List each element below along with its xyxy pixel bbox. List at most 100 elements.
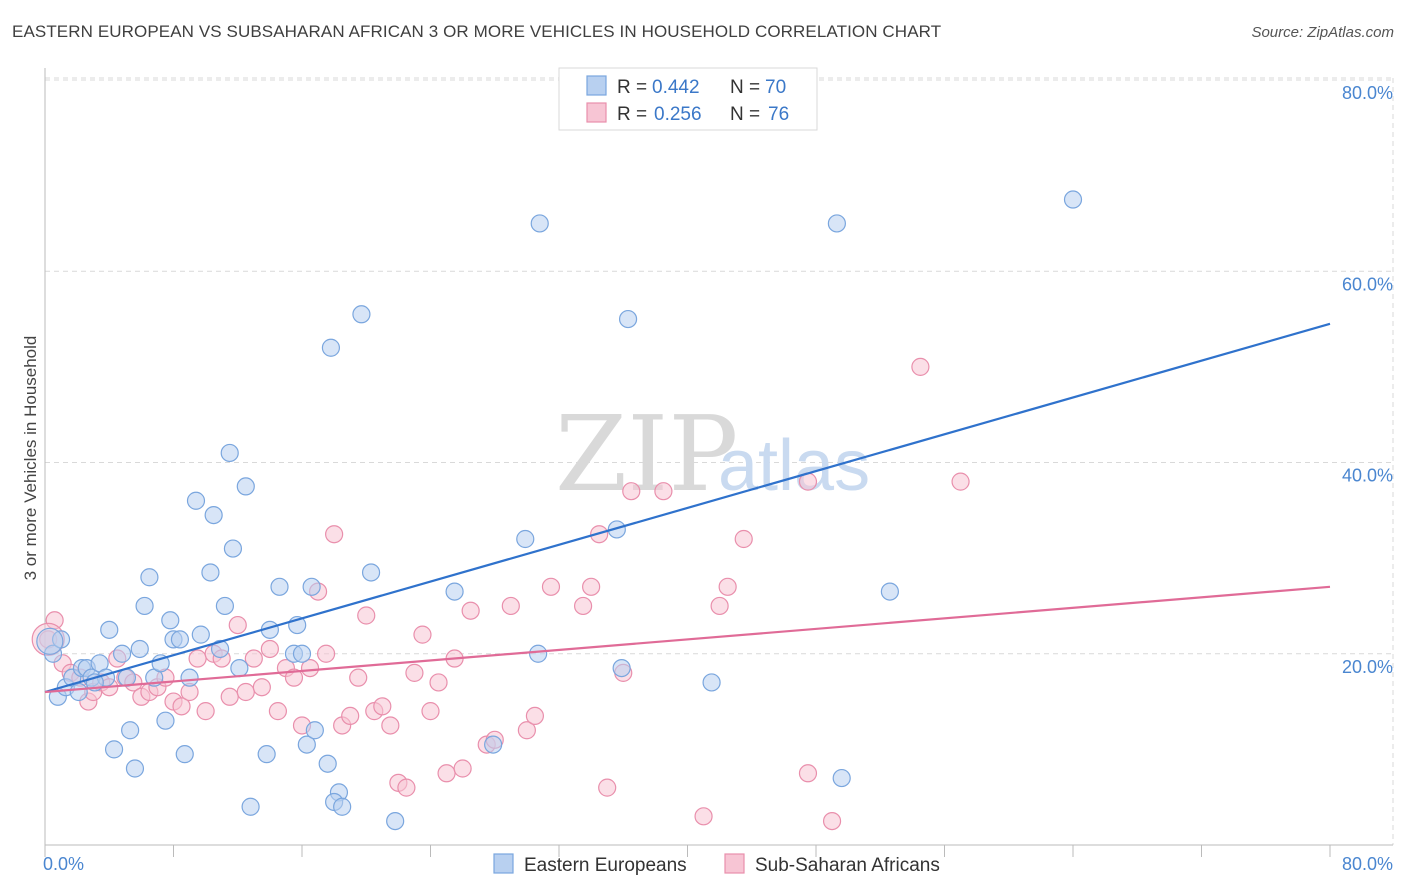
data-point-eastern-european [186, 491, 206, 510]
bottom-legend-eastern-europeans: Eastern Europeans [524, 855, 687, 876]
data-point-sub-saharan [437, 764, 456, 783]
data-point-sub-saharan [172, 697, 191, 716]
data-point-sub-saharan [822, 811, 842, 831]
x-tick-label: 0.0% [43, 854, 84, 874]
y-tick-label: 20.0% [1342, 657, 1393, 677]
data-point-eastern-european [204, 505, 223, 525]
watermark-zip: ZIP [555, 393, 738, 515]
data-point-eastern-european [241, 797, 260, 816]
data-point-sub-saharan [284, 668, 304, 687]
data-point-sub-saharan [622, 482, 641, 501]
data-point-sub-saharan [228, 615, 247, 635]
x-tick-labels: 0.0% 80.0% [43, 854, 1393, 874]
data-point-sub-saharan [654, 482, 673, 501]
data-point-eastern-european [270, 577, 289, 596]
data-point-eastern-european [702, 673, 721, 692]
legend-r-label: R = [617, 77, 647, 98]
data-point-eastern-european-large [36, 627, 64, 655]
data-point-sub-saharan [300, 658, 320, 678]
data-point-sub-saharan [268, 702, 288, 721]
data-point-sub-saharan [501, 596, 520, 616]
data-point-sub-saharan [236, 682, 255, 702]
bottom-legend-swatch-blue [493, 853, 514, 874]
data-point-eastern-european [618, 309, 638, 329]
data-point-eastern-european [112, 644, 132, 663]
data-point-eastern-european [257, 745, 276, 764]
data-point-sub-saharan [220, 687, 239, 706]
data-point-sub-saharan [710, 596, 729, 616]
data-point-eastern-european [386, 811, 405, 831]
data-point-sub-saharan [718, 577, 737, 596]
data-point-eastern-european [333, 797, 352, 816]
bottom-legend-sub-saharan-africans: Sub-Saharan Africans [755, 855, 940, 876]
x-tick-label: 80.0% [1342, 854, 1393, 874]
legend-n-value: 70 [765, 77, 786, 98]
data-point-eastern-european [321, 338, 341, 357]
axes [44, 68, 1393, 857]
data-point-eastern-european [130, 639, 149, 659]
data-point-sub-saharan [911, 357, 930, 376]
legend-n-label: N = [730, 104, 760, 125]
legend-r-label: R = [617, 104, 647, 125]
data-point-eastern-european [125, 759, 145, 778]
y-tick-labels: 20.0% 40.0% 60.0% 80.0% [1342, 83, 1393, 677]
data-point-eastern-european [191, 625, 210, 644]
series-eastern-europeans [36, 190, 1083, 831]
data-point-eastern-european [180, 668, 199, 687]
trend-lines [44, 322, 1331, 694]
data-point-eastern-european [69, 682, 88, 702]
data-point-eastern-european [236, 477, 255, 496]
data-point-sub-saharan [541, 577, 561, 596]
data-point-sub-saharan [421, 702, 440, 721]
data-point-sub-saharan [397, 778, 416, 797]
series-legend: Eastern Europeans Sub-Saharan Africans [493, 853, 940, 876]
data-point-eastern-european [220, 443, 239, 463]
chart-title: EASTERN EUROPEAN VS SUBSAHARAN AFRICAN 3… [12, 22, 942, 41]
data-point-eastern-european [230, 658, 249, 678]
data-point-eastern-european [361, 563, 381, 582]
data-point-eastern-european [175, 745, 194, 764]
data-point-sub-saharan [325, 525, 344, 544]
data-point-eastern-european [352, 305, 371, 324]
data-point-eastern-european [140, 568, 159, 587]
data-point-sub-saharan [525, 706, 545, 726]
data-point-sub-saharan [429, 673, 448, 692]
data-point-eastern-european [880, 582, 899, 601]
legend-swatch-blue [586, 75, 607, 96]
data-point-eastern-european [445, 582, 464, 601]
data-point-eastern-european [210, 639, 230, 659]
data-point-sub-saharan [405, 663, 424, 682]
data-point-sub-saharan [461, 601, 480, 620]
data-point-sub-saharan [196, 702, 215, 721]
data-point-eastern-european [612, 658, 631, 678]
data-point-eastern-european [223, 539, 243, 558]
data-point-eastern-european [305, 721, 324, 740]
data-point-sub-saharan [341, 706, 360, 726]
data-point-eastern-european [215, 596, 234, 616]
source-label: Source: ZipAtlas.com [1251, 24, 1394, 41]
data-point-sub-saharan [188, 649, 207, 668]
data-point-eastern-european [529, 644, 548, 663]
legend-r-value: 0.442 [652, 77, 700, 98]
data-point-eastern-european [121, 721, 140, 740]
data-point-sub-saharan [260, 639, 279, 659]
data-point-sub-saharan [252, 678, 271, 697]
data-point-sub-saharan [381, 716, 400, 735]
data-point-eastern-european [104, 740, 124, 759]
data-point-sub-saharan [413, 625, 432, 644]
watermark: ZIP atlas [555, 393, 870, 515]
data-point-sub-saharan [517, 721, 536, 740]
data-point-eastern-european [100, 620, 119, 639]
data-point-sub-saharan [349, 668, 368, 687]
data-point-eastern-european [292, 644, 312, 663]
correlation-legend: R = 0.442 N = 70 R = 0.256 N = 76 [558, 67, 818, 131]
legend-n-label: N = [730, 77, 760, 98]
data-point-eastern-european [135, 596, 154, 616]
y-tick-label: 40.0% [1342, 466, 1393, 486]
data-point-sub-saharan [573, 596, 593, 616]
data-point-sub-saharan [694, 807, 713, 826]
data-point-eastern-european [297, 735, 316, 754]
trend-line-eastern-europeans [44, 322, 1331, 694]
data-point-eastern-european [832, 768, 851, 788]
